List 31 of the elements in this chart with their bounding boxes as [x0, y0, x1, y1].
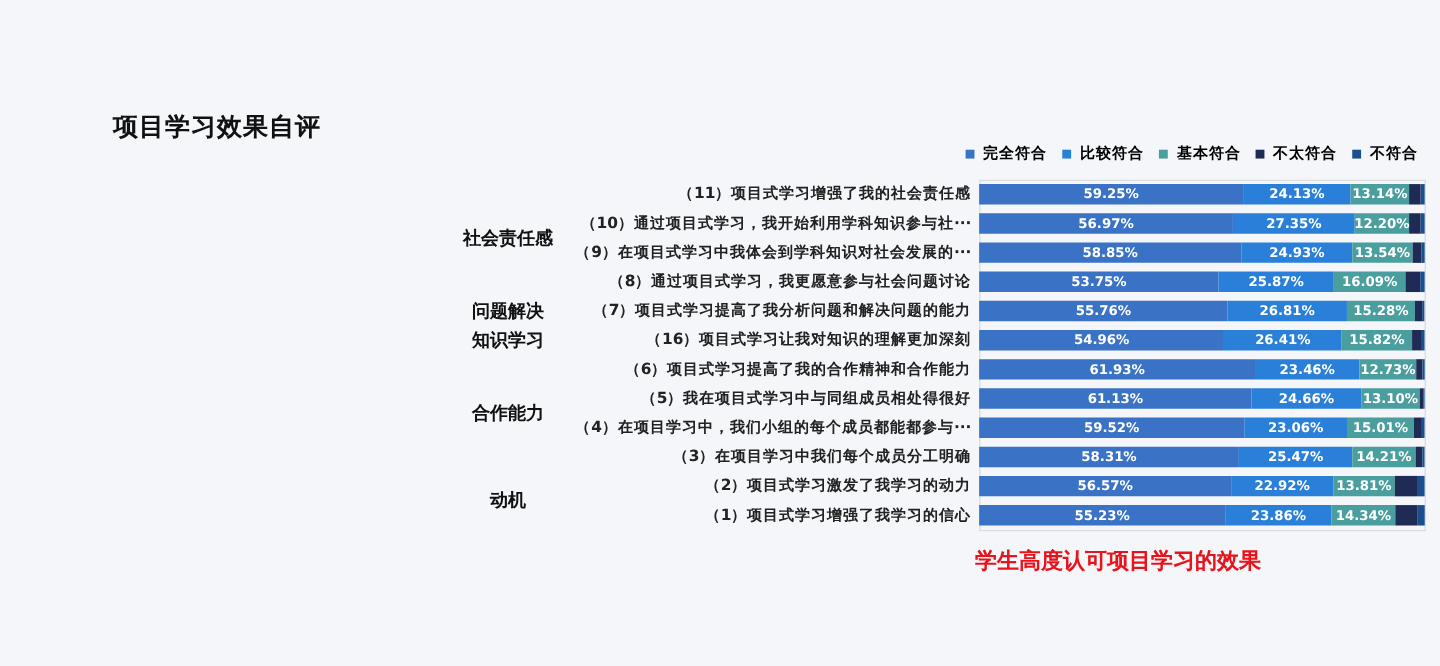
bar [1395, 505, 1418, 526]
bar [979, 300, 1228, 322]
bar [1409, 213, 1421, 234]
text: 项目学习效果自评 [110, 110, 321, 141]
bar [979, 475, 1232, 497]
bar [979, 446, 1239, 468]
text: 学生高度认可项目学习的效果 [974, 547, 1263, 574]
bar [1409, 184, 1421, 205]
bar [979, 505, 1226, 526]
text: 动机 [488, 490, 527, 513]
bar [1412, 329, 1422, 351]
bar [979, 329, 1224, 351]
bar [979, 271, 1219, 293]
bar [979, 213, 1233, 234]
text: 合作能力 [470, 402, 545, 425]
text: 知识学习 [470, 329, 545, 352]
bar [1413, 417, 1422, 438]
bar [1412, 242, 1422, 263]
bar [1417, 505, 1425, 526]
bar [979, 417, 1245, 438]
bar [979, 184, 1244, 205]
bar [979, 242, 1242, 263]
bar [1416, 359, 1423, 380]
bar [1415, 300, 1423, 322]
bar [1405, 271, 1421, 293]
text: 社会责任感 [461, 227, 556, 250]
bar [1394, 475, 1418, 497]
bar [1417, 475, 1425, 497]
bar [979, 388, 1252, 409]
bar [979, 359, 1256, 380]
text: 问题解决 [472, 300, 547, 323]
